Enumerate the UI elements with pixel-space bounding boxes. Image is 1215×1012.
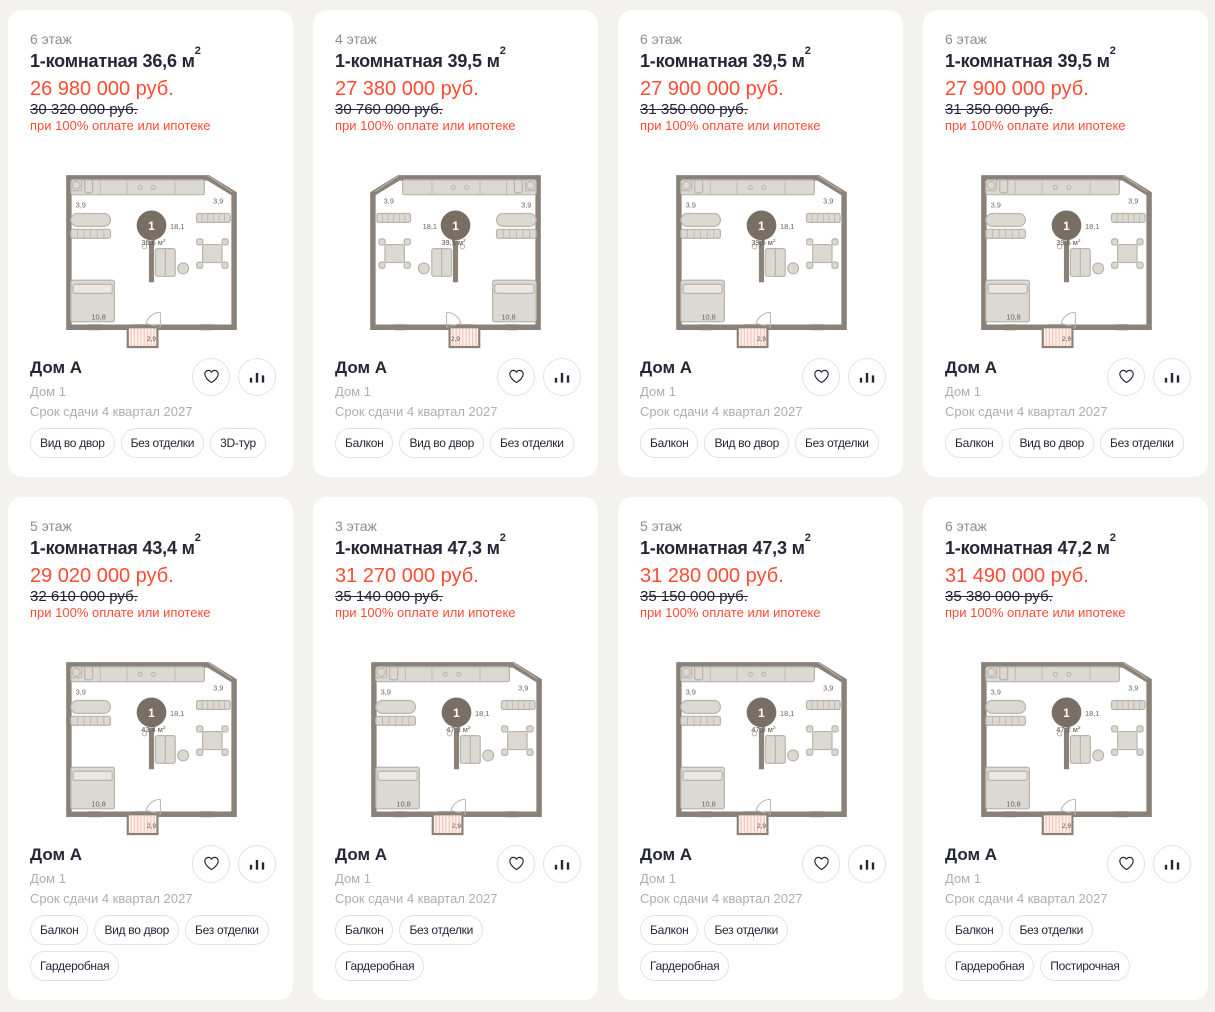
svg-text:10,8: 10,8 — [1006, 799, 1020, 808]
svg-text:10,8: 10,8 — [701, 799, 715, 808]
svg-text:1: 1 — [1063, 706, 1070, 720]
svg-text:10,8: 10,8 — [701, 312, 715, 321]
svg-text:3,9: 3,9 — [990, 687, 1000, 696]
svg-text:18,1: 18,1 — [170, 222, 184, 231]
svg-text:18,1: 18,1 — [1085, 222, 1099, 231]
svg-text:3,9: 3,9 — [380, 687, 390, 696]
svg-text:39,5 м2: 39,5 м2 — [751, 238, 776, 247]
svg-text:3,9: 3,9 — [75, 687, 85, 696]
svg-text:18,1: 18,1 — [1085, 709, 1099, 718]
svg-text:3,9: 3,9 — [1128, 683, 1138, 692]
svg-text:18,1: 18,1 — [780, 709, 794, 718]
svg-text:3,9: 3,9 — [75, 200, 85, 209]
svg-text:2,9: 2,9 — [1062, 336, 1071, 343]
svg-text:2,9: 2,9 — [757, 823, 766, 830]
svg-text:3,9: 3,9 — [990, 200, 1000, 209]
svg-text:10,8: 10,8 — [501, 312, 515, 321]
svg-text:18,1: 18,1 — [780, 222, 794, 231]
svg-text:10,8: 10,8 — [91, 312, 105, 321]
svg-text:39,5 м2: 39,5 м2 — [1056, 238, 1081, 247]
svg-text:3,9: 3,9 — [685, 687, 695, 696]
svg-text:10,8: 10,8 — [91, 799, 105, 808]
svg-text:36,6 м2: 36,6 м2 — [141, 238, 166, 247]
svg-text:1: 1 — [148, 219, 155, 233]
svg-text:2,9: 2,9 — [451, 336, 460, 343]
svg-text:3,9: 3,9 — [518, 683, 528, 692]
svg-text:3,9: 3,9 — [1128, 196, 1138, 205]
svg-text:1: 1 — [1063, 219, 1070, 233]
svg-text:3,9: 3,9 — [383, 196, 393, 205]
svg-text:3,9: 3,9 — [521, 200, 531, 209]
svg-text:3,9: 3,9 — [213, 683, 223, 692]
svg-text:2,9: 2,9 — [757, 336, 766, 343]
svg-text:3,9: 3,9 — [213, 196, 223, 205]
svg-text:2,9: 2,9 — [147, 823, 156, 830]
svg-text:18,1: 18,1 — [170, 709, 184, 718]
svg-text:1: 1 — [452, 219, 459, 233]
svg-text:2,9: 2,9 — [147, 336, 156, 343]
svg-text:3,9: 3,9 — [823, 683, 833, 692]
svg-text:10,8: 10,8 — [1006, 312, 1020, 321]
svg-text:39,5 м2: 39,5 м2 — [441, 238, 466, 247]
svg-text:3,9: 3,9 — [685, 200, 695, 209]
svg-text:1: 1 — [758, 706, 765, 720]
svg-text:2,9: 2,9 — [1062, 823, 1071, 830]
svg-text:18,1: 18,1 — [422, 222, 436, 231]
svg-text:18,1: 18,1 — [475, 709, 489, 718]
svg-text:1: 1 — [148, 706, 155, 720]
svg-text:47,3 м2: 47,3 м2 — [751, 725, 776, 734]
svg-text:1: 1 — [453, 706, 460, 720]
svg-text:3,9: 3,9 — [823, 196, 833, 205]
svg-text:47,3 м2: 47,3 м2 — [446, 725, 471, 734]
svg-text:2,9: 2,9 — [452, 823, 461, 830]
svg-text:47,2 м2: 47,2 м2 — [1056, 725, 1081, 734]
svg-text:10,8: 10,8 — [396, 799, 410, 808]
svg-text:43,4 м2: 43,4 м2 — [141, 725, 166, 734]
svg-text:1: 1 — [758, 219, 765, 233]
